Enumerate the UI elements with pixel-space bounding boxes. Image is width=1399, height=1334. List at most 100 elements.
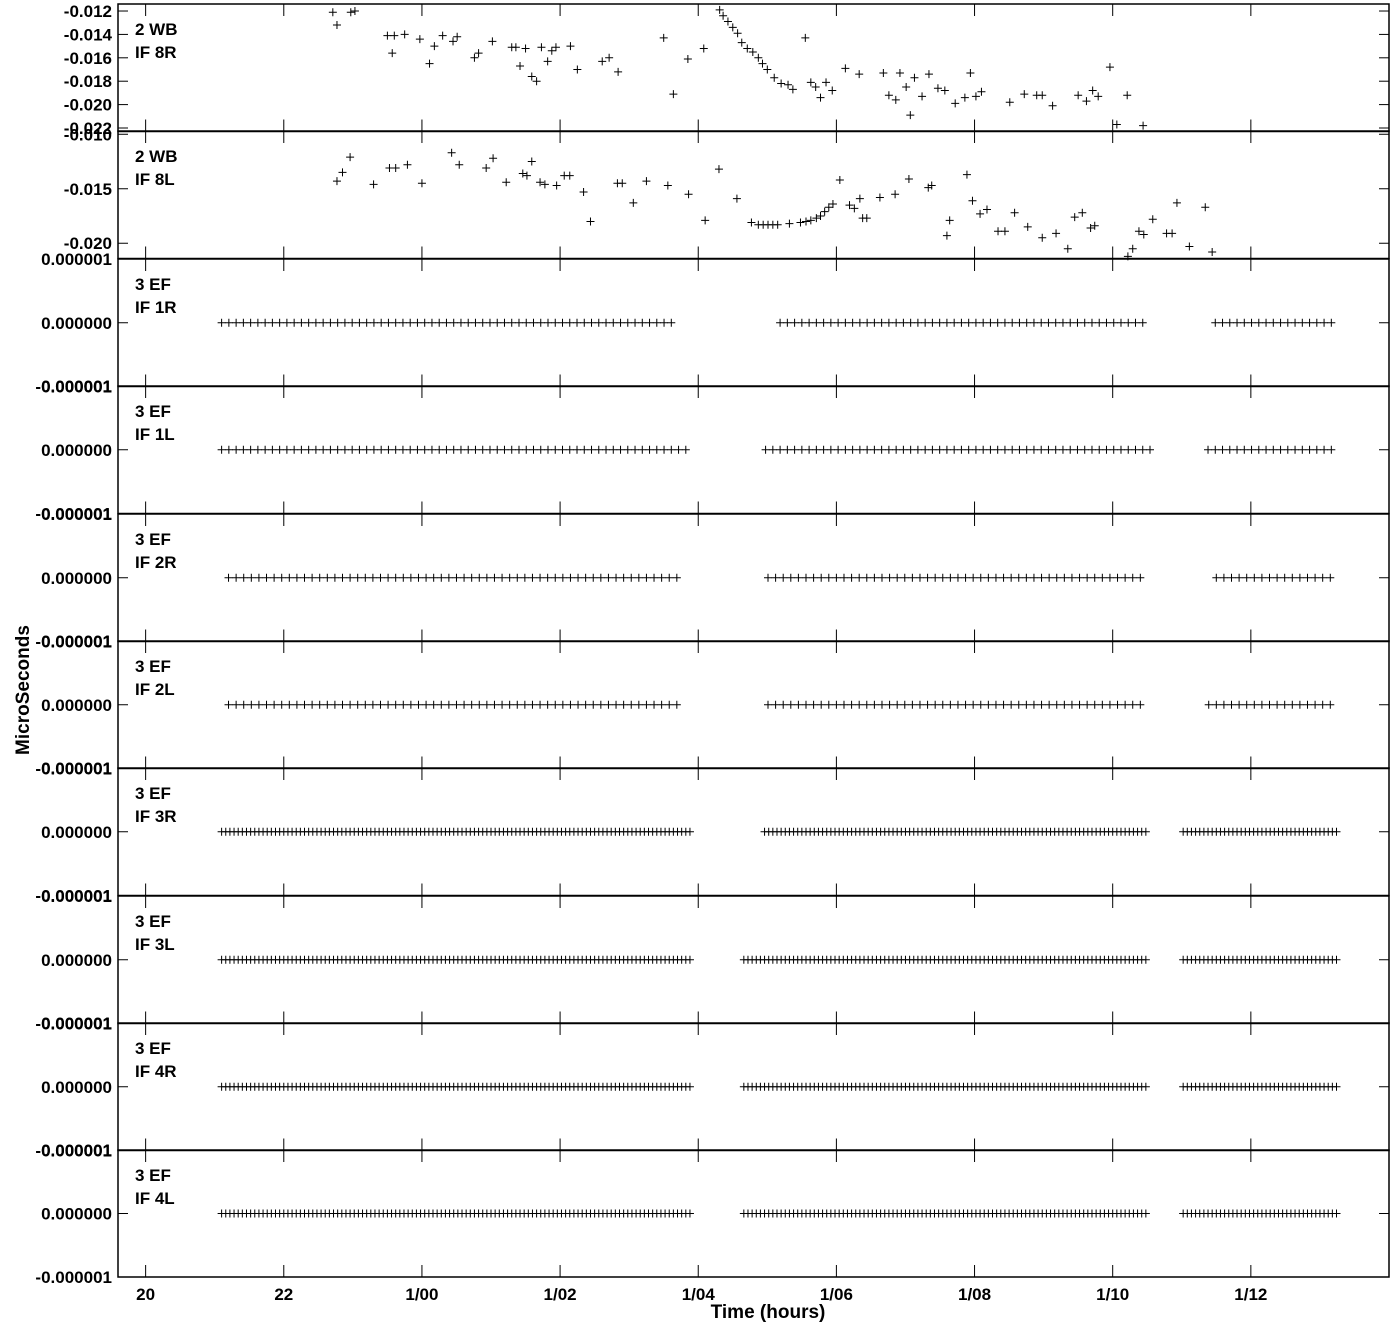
data-point bbox=[845, 201, 854, 210]
data-point bbox=[1022, 318, 1031, 327]
data-point bbox=[1332, 1209, 1341, 1218]
data-point bbox=[801, 33, 810, 42]
data-point bbox=[239, 700, 248, 709]
data-point bbox=[340, 445, 349, 454]
data-point bbox=[1066, 445, 1075, 454]
data-point bbox=[1288, 573, 1297, 582]
data-point bbox=[1037, 700, 1046, 709]
x-axis: 20 22 1/00 1/02 1/04 1/06 1/08 1/10 1/12 bbox=[136, 1285, 1267, 1304]
data-point bbox=[346, 8, 355, 17]
data-point bbox=[1098, 700, 1107, 709]
data-point bbox=[786, 573, 795, 582]
data-point bbox=[715, 5, 724, 14]
series-points bbox=[224, 573, 1335, 582]
data-point bbox=[319, 318, 328, 327]
panel-label: IF 2L bbox=[135, 680, 175, 699]
data-point bbox=[899, 318, 908, 327]
data-point bbox=[1095, 445, 1104, 454]
data-point bbox=[819, 318, 828, 327]
data-point bbox=[764, 700, 773, 709]
data-point bbox=[262, 700, 271, 709]
data-point bbox=[579, 188, 588, 197]
data-point bbox=[502, 178, 511, 187]
data-point bbox=[315, 700, 324, 709]
data-point bbox=[906, 318, 915, 327]
data-point bbox=[805, 445, 814, 454]
data-point bbox=[1128, 573, 1137, 582]
data-point bbox=[348, 318, 357, 327]
data-point bbox=[969, 573, 978, 582]
data-point bbox=[521, 44, 530, 53]
y-tick-label: -0.015 bbox=[64, 180, 112, 199]
data-point bbox=[938, 700, 947, 709]
data-point bbox=[1000, 318, 1009, 327]
data-point bbox=[377, 445, 386, 454]
data-point bbox=[1082, 97, 1091, 106]
data-point bbox=[885, 700, 894, 709]
data-point bbox=[976, 573, 985, 582]
data-point bbox=[1029, 573, 1038, 582]
data-point bbox=[1212, 573, 1221, 582]
data-point bbox=[841, 64, 850, 73]
data-point bbox=[891, 95, 900, 104]
data-point bbox=[847, 573, 856, 582]
data-point bbox=[723, 17, 732, 26]
data-point bbox=[933, 84, 942, 93]
data-point bbox=[822, 78, 831, 87]
data-point bbox=[935, 318, 944, 327]
data-point bbox=[634, 700, 643, 709]
data-point bbox=[1312, 445, 1321, 454]
data-point bbox=[627, 700, 636, 709]
data-point bbox=[784, 80, 793, 89]
data-point bbox=[652, 318, 661, 327]
data-point bbox=[631, 318, 640, 327]
data-point bbox=[277, 700, 286, 709]
data-point bbox=[551, 700, 560, 709]
data-point bbox=[429, 573, 438, 582]
data-point bbox=[353, 573, 362, 582]
data-point bbox=[246, 445, 255, 454]
x-tick-label: 1/08 bbox=[958, 1285, 991, 1304]
panel-3ef-if3r: -0.000001 0.000000 0.000001 3 EF IF 3R bbox=[35, 759, 1390, 906]
data-point bbox=[900, 573, 909, 582]
data-point bbox=[1219, 573, 1228, 582]
data-point bbox=[268, 318, 277, 327]
data-point bbox=[573, 318, 582, 327]
data-point bbox=[1312, 318, 1321, 327]
data-point bbox=[602, 318, 611, 327]
data-point bbox=[1052, 573, 1061, 582]
data-point bbox=[1051, 318, 1060, 327]
data-point bbox=[719, 11, 728, 20]
data-point bbox=[957, 445, 966, 454]
data-point bbox=[832, 573, 841, 582]
data-point bbox=[1022, 700, 1031, 709]
data-point bbox=[323, 700, 332, 709]
data-point bbox=[893, 700, 902, 709]
data-point bbox=[460, 700, 469, 709]
data-point bbox=[1225, 445, 1234, 454]
data-point bbox=[414, 700, 423, 709]
data-point bbox=[573, 65, 582, 74]
data-point bbox=[895, 69, 904, 78]
data-point bbox=[403, 160, 412, 169]
data-point bbox=[406, 700, 415, 709]
data-point bbox=[427, 445, 436, 454]
data-point bbox=[993, 318, 1002, 327]
data-point bbox=[604, 573, 613, 582]
data-point bbox=[984, 700, 993, 709]
data-point bbox=[629, 198, 638, 207]
data-point bbox=[1146, 445, 1154, 454]
data-point bbox=[467, 700, 476, 709]
data-point bbox=[1113, 700, 1122, 709]
data-point bbox=[1052, 700, 1061, 709]
data-point bbox=[1116, 318, 1125, 327]
y-tick-label: 0.000000 bbox=[41, 314, 112, 333]
series-points bbox=[217, 1209, 1341, 1218]
data-point bbox=[1087, 318, 1096, 327]
data-point bbox=[850, 204, 859, 213]
data-point bbox=[1109, 445, 1118, 454]
data-point bbox=[616, 445, 625, 454]
data-point bbox=[732, 194, 741, 203]
data-point bbox=[650, 573, 659, 582]
panel-label: 3 EF bbox=[135, 402, 171, 421]
